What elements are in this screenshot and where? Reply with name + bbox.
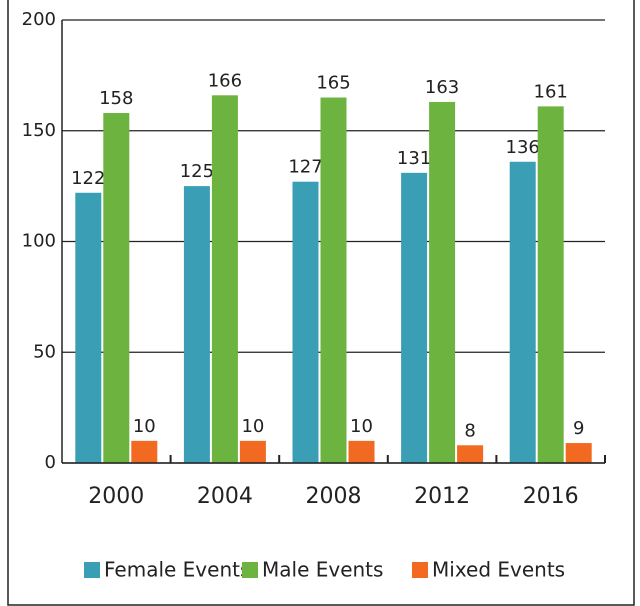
x-tick-label: 2016 xyxy=(523,484,579,509)
bar xyxy=(239,440,266,463)
x-tick-label: 2000 xyxy=(88,484,144,509)
x-tick-label: 2004 xyxy=(197,484,253,509)
legend-label: Female Events xyxy=(104,558,250,582)
legend-label: Mixed Events xyxy=(432,558,565,582)
value-label: 8 xyxy=(464,420,475,441)
value-label: 10 xyxy=(241,416,264,437)
value-label: 163 xyxy=(425,77,459,98)
value-label: 131 xyxy=(397,148,431,169)
bar xyxy=(537,106,564,463)
legend-swatch xyxy=(242,562,258,578)
legend-swatch xyxy=(412,562,428,578)
value-label: 127 xyxy=(288,157,322,178)
legend-label: Male Events xyxy=(262,558,383,582)
y-tick-label: 200 xyxy=(22,9,56,30)
bar xyxy=(457,445,484,463)
value-label: 122 xyxy=(71,168,105,189)
value-label: 166 xyxy=(208,70,242,91)
x-tick-label: 2008 xyxy=(306,484,362,509)
value-label: 10 xyxy=(350,416,373,437)
bar xyxy=(183,186,210,463)
bar xyxy=(565,443,592,463)
bar xyxy=(131,440,158,463)
bar xyxy=(292,181,319,463)
value-label: 10 xyxy=(133,416,156,437)
value-label: 136 xyxy=(506,137,540,158)
value-label: 158 xyxy=(99,88,133,109)
bar xyxy=(103,113,130,463)
bar xyxy=(75,192,102,463)
bar xyxy=(211,95,238,463)
legend-swatch xyxy=(84,562,100,578)
x-tick-label: 2012 xyxy=(414,484,470,509)
bar xyxy=(320,97,347,464)
y-tick-label: 50 xyxy=(33,341,56,362)
y-tick-label: 100 xyxy=(22,231,56,252)
frame xyxy=(7,0,635,606)
bar xyxy=(401,172,428,463)
bar xyxy=(429,101,456,463)
value-label: 165 xyxy=(316,73,350,94)
value-label: 161 xyxy=(534,81,568,102)
y-tick-label: 0 xyxy=(45,452,56,473)
value-label: 125 xyxy=(180,161,214,182)
bar xyxy=(509,161,536,463)
bar xyxy=(348,440,375,463)
y-tick-label: 150 xyxy=(22,120,56,141)
value-label: 9 xyxy=(573,418,584,439)
